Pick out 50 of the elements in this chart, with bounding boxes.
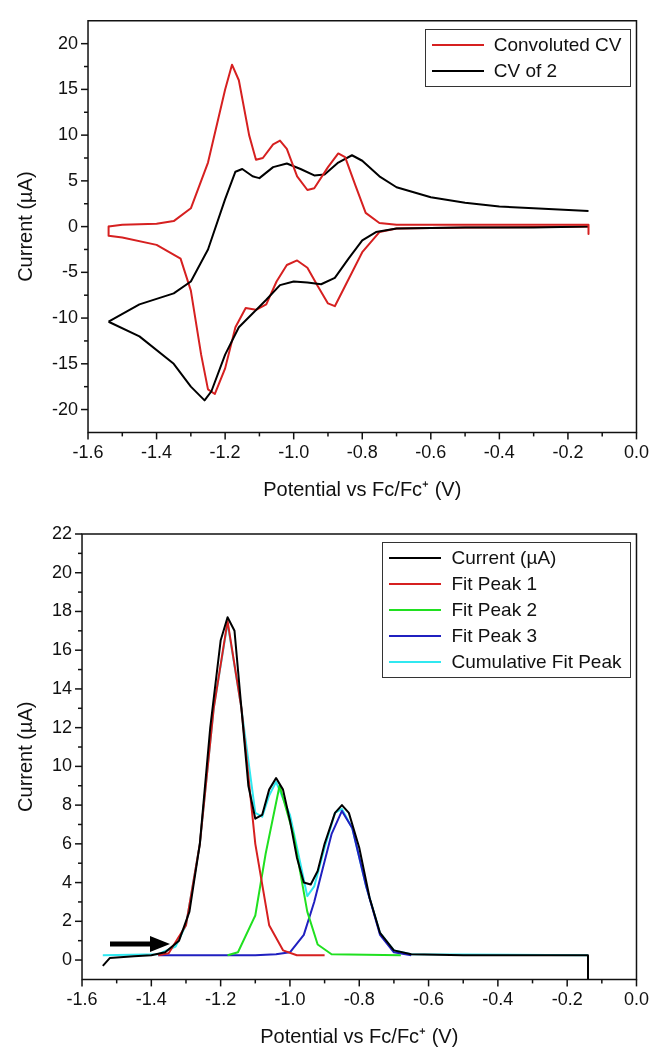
legend-label: Cumulative Fit Peak [451, 650, 622, 674]
x-tick-label: -1.4 [135, 989, 167, 1010]
y-axis-title: Current (µA) [13, 701, 36, 812]
y-tick-label: 5 [68, 169, 79, 190]
y-tick-label: 16 [51, 639, 73, 660]
y-tick-label: 10 [51, 755, 73, 776]
x-tick-label: -1.2 [209, 442, 241, 463]
y-tick-label: 10 [57, 124, 79, 145]
y-tick-label: -10 [52, 307, 79, 328]
x-tick-label: -0.2 [551, 989, 583, 1010]
y-tick-label: 14 [51, 677, 73, 698]
y-tick-label: 6 [62, 832, 73, 853]
x-tick-label: -1.6 [66, 989, 98, 1010]
y-tick-label: 18 [51, 600, 73, 621]
y-tick-label: 12 [51, 716, 73, 737]
y-tick-label: -5 [62, 261, 79, 282]
legend-label: CV of 2 [493, 58, 558, 83]
y-tick-label: 15 [57, 78, 79, 99]
legend-label: Convoluted CV [493, 32, 622, 57]
x-axis-title: Potential vs Fc/Fc⁺ (V) [260, 1024, 459, 1047]
x-axis-title: Potential vs Fc/Fc⁺ (V) [263, 477, 462, 500]
x-tick-label: -1.0 [274, 989, 306, 1010]
y-tick-label: -20 [52, 398, 79, 419]
x-tick-label: 0.0 [623, 442, 649, 463]
x-tick-label: -0.8 [343, 989, 375, 1010]
x-tick-label: -1.6 [72, 442, 104, 463]
y-tick-label: 0 [68, 215, 79, 236]
x-tick-label: -0.2 [552, 442, 584, 463]
y-tick-label: 8 [62, 794, 73, 815]
legend-label: Current (µA) [451, 546, 557, 570]
y-tick-label: 2 [62, 910, 73, 931]
y-tick-label: 20 [51, 561, 73, 582]
x-tick-label: -0.6 [415, 442, 447, 463]
x-tick-label: -0.8 [346, 442, 378, 463]
y-tick-label: -15 [52, 352, 79, 373]
y-tick-label: 0 [62, 949, 73, 969]
legend-label: Fit Peak 2 [451, 598, 538, 622]
y-tick-label: 22 [51, 522, 73, 543]
x-tick-label: 0.0 [623, 989, 649, 1010]
x-tick-label: -1.0 [278, 442, 310, 463]
x-tick-label: -1.2 [205, 989, 237, 1010]
legend-label: Fit Peak 3 [451, 624, 538, 648]
x-tick-label: -1.4 [141, 442, 173, 463]
y-tick-label: 20 [57, 32, 79, 53]
x-tick-label: -0.4 [483, 442, 515, 463]
x-tick-label: -0.4 [482, 989, 514, 1010]
y-tick-label: 4 [62, 871, 73, 892]
y-axis-title: Current (µA) [13, 171, 36, 282]
x-tick-label: -0.6 [413, 989, 445, 1010]
legend-label: Fit Peak 1 [451, 572, 538, 596]
